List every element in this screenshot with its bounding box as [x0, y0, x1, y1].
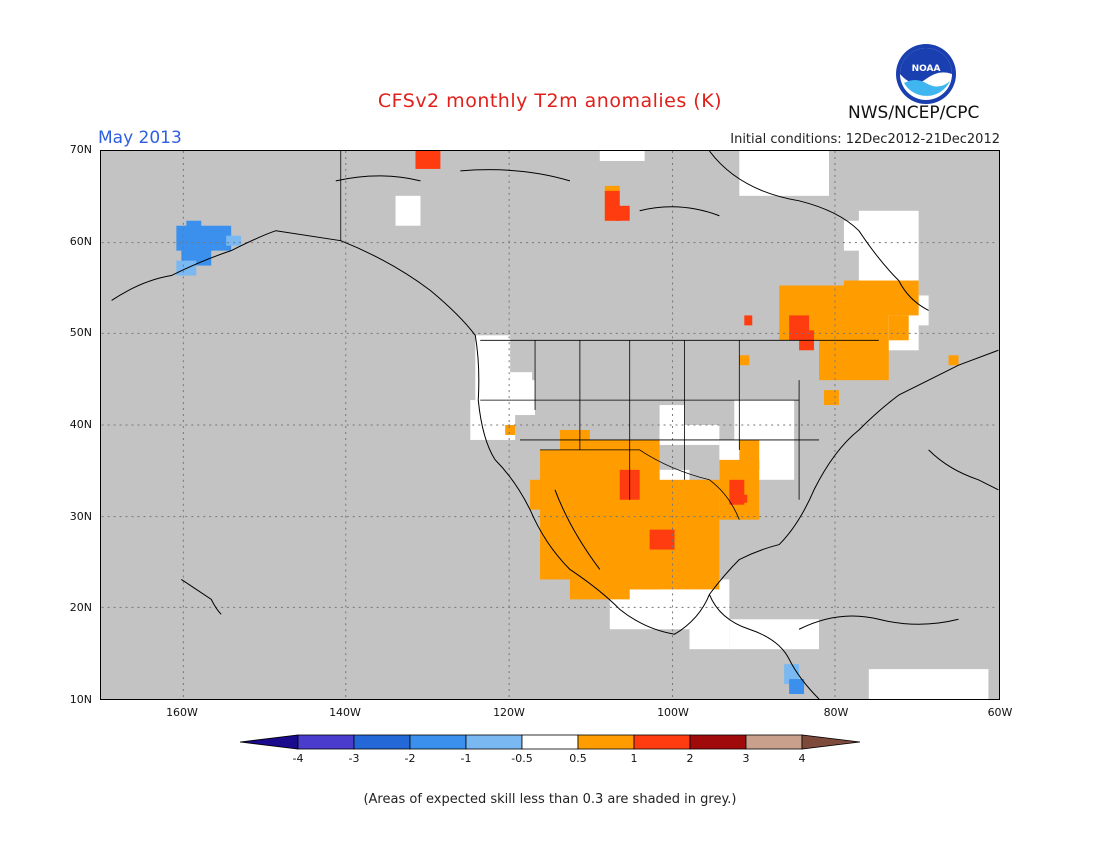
lon-label-160w: 160W — [166, 706, 198, 719]
initial-conditions-label: Initial conditions: 12Dec2012-21Dec2012 — [730, 132, 1000, 147]
lat-label-60n: 60N — [69, 235, 92, 248]
political-borders — [340, 151, 879, 520]
lon-label-60w: 60W — [987, 706, 1013, 719]
colorbar-swatch — [465, 734, 523, 750]
colorbar-swatch — [633, 734, 691, 750]
colorbar-label-m4: -4 — [292, 752, 304, 765]
colorbar-label-2: 2 — [686, 752, 694, 765]
colorbar-label-0p5: 0.5 — [569, 752, 587, 765]
strong-positive-anomaly-areas — [415, 151, 815, 550]
noaa-logo: NOAA — [896, 44, 956, 104]
lon-label-100w: 100W — [657, 706, 689, 719]
lon-label-80w: 80W — [823, 706, 849, 719]
colorbar-label-m2: -2 — [404, 752, 416, 765]
colorbar-label-m1: -1 — [460, 752, 472, 765]
negative-anomaly-areas — [176, 220, 805, 695]
colorbar-swatches — [240, 734, 861, 750]
lat-label-10n: 10N — [69, 693, 92, 706]
lat-label-40n: 40N — [69, 418, 92, 431]
colorbar-swatch — [689, 734, 747, 750]
colorbar-swatch — [577, 734, 635, 750]
colorbar-label-1: 1 — [630, 752, 638, 765]
lat-label-50n: 50N — [69, 326, 92, 339]
skill-note: (Areas of expected skill less than 0.3 a… — [363, 792, 737, 807]
lat-label-20n: 20N — [69, 601, 92, 614]
logo-text: NOAA — [912, 64, 941, 74]
anomaly-map — [100, 150, 1000, 700]
coastlines — [111, 151, 999, 699]
chart-title: CFSv2 monthly T2m anomalies (K) — [377, 90, 723, 112]
colorbar-arrow-right — [801, 734, 861, 750]
lat-label-70n: 70N — [69, 143, 92, 156]
lat-label-30n: 30N — [69, 510, 92, 523]
map-canvas — [101, 151, 999, 699]
colorbar-label-3: 3 — [742, 752, 750, 765]
colorbar-label-4: 4 — [798, 752, 806, 765]
colorbar-swatch — [745, 734, 803, 750]
colorbar-swatch — [353, 734, 411, 750]
lon-label-140w: 140W — [329, 706, 361, 719]
colorbar-swatch — [409, 734, 467, 750]
colorbar-swatch — [521, 734, 579, 750]
colorbar — [240, 734, 861, 750]
agency-label: NWS/NCEP/CPC — [848, 103, 980, 123]
colorbar-label-m3: -3 — [348, 752, 360, 765]
colorbar-label-m0p5: -0.5 — [511, 752, 533, 765]
colorbar-swatch — [297, 734, 355, 750]
colorbar-arrow-left — [240, 734, 299, 750]
lon-label-120w: 120W — [493, 706, 525, 719]
month-label: May 2013 — [98, 128, 182, 148]
